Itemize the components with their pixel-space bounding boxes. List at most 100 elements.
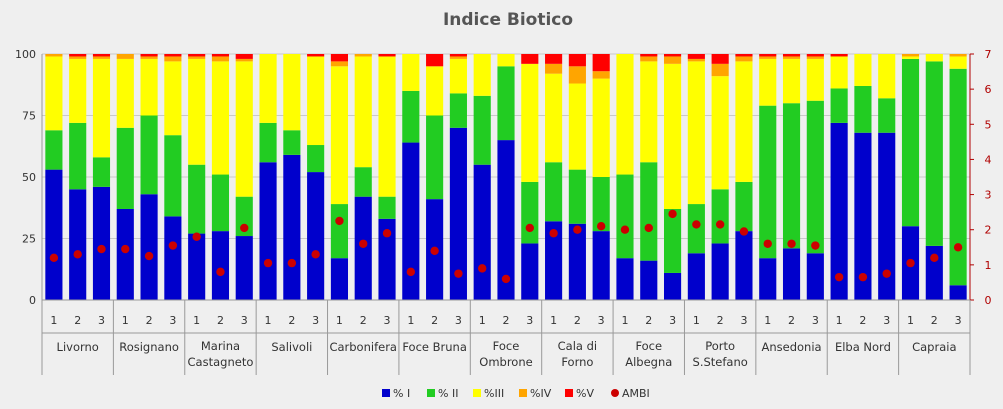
replicate-label: 1 bbox=[336, 314, 343, 327]
bar-segment bbox=[663, 272, 682, 300]
bar-segment bbox=[283, 54, 301, 131]
site-label: Marina bbox=[201, 339, 240, 353]
bar-segment bbox=[307, 56, 325, 146]
bar-segment bbox=[378, 196, 396, 219]
ambi-point bbox=[692, 220, 701, 229]
replicate-label: 2 bbox=[217, 314, 224, 327]
site-label: Salivoli bbox=[271, 340, 312, 354]
legend-swatch bbox=[519, 389, 527, 397]
ambi-point bbox=[882, 269, 891, 278]
bar-segment bbox=[164, 135, 182, 217]
replicate-label: 3 bbox=[740, 314, 747, 327]
bar-segment bbox=[211, 56, 230, 62]
bar-segment bbox=[497, 66, 515, 141]
bar-segment bbox=[949, 68, 967, 286]
ambi-point bbox=[192, 232, 201, 241]
replicate-label: 1 bbox=[693, 314, 700, 327]
replicate-label: 2 bbox=[645, 314, 652, 327]
site-label: Elba Nord bbox=[835, 340, 891, 354]
bar-segment bbox=[806, 100, 824, 254]
bar-segment bbox=[901, 54, 920, 57]
bar-segment bbox=[878, 98, 896, 133]
chart-title: Indice Biotico bbox=[443, 10, 573, 30]
bar-segment bbox=[92, 54, 111, 57]
bar-segment bbox=[354, 54, 372, 57]
ambi-point bbox=[834, 272, 844, 282]
y-right-tick-label: 3 bbox=[985, 189, 992, 202]
ambi-point bbox=[953, 243, 963, 252]
bar-segment bbox=[330, 66, 349, 205]
bar-segment bbox=[235, 196, 253, 237]
bar-segment bbox=[378, 54, 396, 57]
site-label: Foce bbox=[493, 339, 520, 353]
ambi-point bbox=[121, 244, 130, 254]
ambi-markers bbox=[49, 209, 963, 284]
bar-segment bbox=[92, 186, 111, 300]
replicate-label: 3 bbox=[98, 314, 105, 327]
bar-segment bbox=[878, 54, 896, 99]
bar-segment bbox=[711, 63, 729, 77]
bar-segment bbox=[92, 56, 111, 59]
ambi-point bbox=[216, 267, 225, 277]
bar-segment bbox=[259, 54, 277, 123]
replicate-label: 1 bbox=[479, 314, 486, 327]
bar-segment bbox=[878, 132, 896, 300]
bar-segment bbox=[925, 61, 943, 246]
bar-segment bbox=[640, 61, 658, 163]
y-right-tick-label: 0 bbox=[985, 294, 992, 307]
bar-segment bbox=[283, 130, 301, 155]
ambi-point bbox=[240, 223, 249, 233]
site-label: Cala di bbox=[558, 339, 597, 353]
replicate-label: 1 bbox=[122, 314, 129, 327]
replicate-label: 3 bbox=[883, 314, 890, 327]
replicate-label: 2 bbox=[288, 314, 295, 327]
bar-segment bbox=[211, 231, 230, 300]
bar-segment bbox=[925, 245, 943, 300]
site-label: Foce Bruna bbox=[402, 340, 467, 354]
bar-segment bbox=[687, 54, 705, 59]
bar-segment bbox=[545, 63, 563, 74]
bar-segment bbox=[782, 58, 801, 104]
bar-segment bbox=[164, 216, 182, 300]
replicate-label: 1 bbox=[193, 314, 200, 327]
y-right-tick-label: 7 bbox=[985, 48, 992, 61]
replicate-label: 3 bbox=[669, 314, 676, 327]
y-left-tick-label: 0 bbox=[29, 294, 36, 307]
bar-segment bbox=[259, 122, 277, 163]
bar-segment bbox=[307, 145, 325, 173]
y-right-tick-label: 1 bbox=[985, 259, 992, 272]
bar-segment bbox=[211, 61, 230, 175]
legend-label: % I bbox=[393, 387, 410, 400]
bar-segment bbox=[92, 58, 111, 158]
bar-segment bbox=[521, 243, 539, 300]
bar-segment bbox=[687, 253, 705, 300]
bar-segment bbox=[116, 58, 134, 128]
bar-segment bbox=[259, 162, 277, 300]
bar-segment bbox=[188, 233, 206, 300]
bar-segment bbox=[188, 54, 206, 57]
bar-segment bbox=[449, 58, 467, 94]
bar-segment bbox=[211, 174, 230, 232]
bar-segment bbox=[901, 56, 920, 59]
bar-segment bbox=[426, 66, 444, 116]
bar-segment bbox=[949, 54, 967, 57]
bar-segment bbox=[663, 208, 682, 273]
ambi-point bbox=[335, 216, 344, 226]
bar-segment bbox=[711, 54, 729, 64]
bar-segment bbox=[211, 54, 230, 57]
site-label: Capraia bbox=[912, 340, 956, 354]
bar-segment bbox=[806, 54, 824, 57]
replicate-label: 3 bbox=[169, 314, 176, 327]
ambi-point bbox=[168, 241, 178, 250]
site-label: Foce bbox=[635, 339, 662, 353]
bar-segment bbox=[402, 54, 420, 91]
ambi-point bbox=[359, 239, 368, 248]
bar-segment bbox=[283, 154, 301, 300]
y-right-tick-label: 6 bbox=[985, 83, 992, 96]
ambi-point bbox=[525, 223, 534, 233]
bar-segment bbox=[568, 169, 586, 224]
bar-segment bbox=[759, 258, 777, 300]
bar-segment bbox=[354, 167, 372, 197]
bar-segment bbox=[616, 258, 634, 300]
